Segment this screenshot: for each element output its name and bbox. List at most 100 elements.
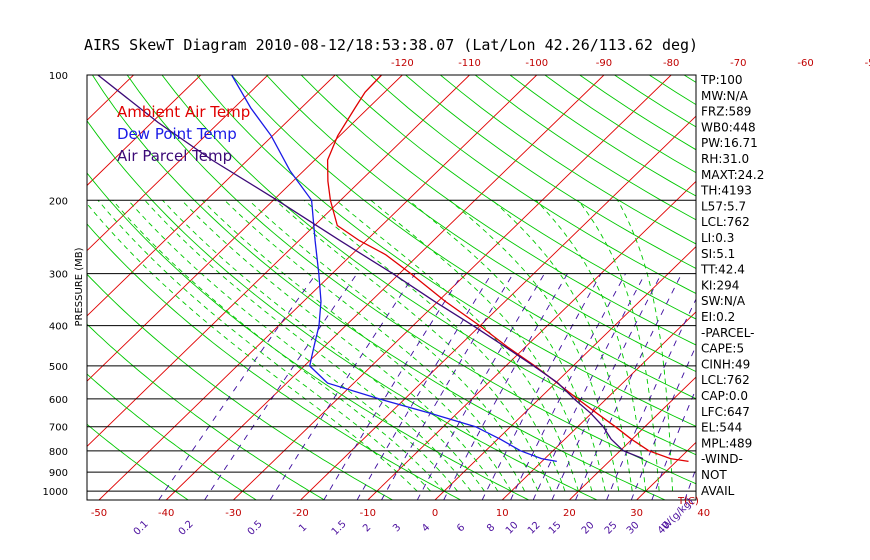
stability-index: L57:5.7 — [701, 199, 746, 213]
dry-adiabat-line — [335, 75, 696, 320]
moist-adiabat-line — [248, 199, 539, 492]
stability-index: LFC:647 — [701, 405, 750, 419]
plot-frame — [86, 74, 697, 501]
moist-adiabat-line — [112, 200, 445, 492]
dry-adiabat-line — [87, 373, 257, 500]
mixing-ratio-label: 2 — [361, 522, 373, 534]
stability-index: -WIND- — [701, 452, 743, 466]
legend: Ambient Air Temp Dew Point Temp Air Parcel… — [117, 103, 250, 165]
isotherm-line — [434, 245, 696, 500]
isotherm-line — [771, 75, 870, 500]
mixing-ratio-line — [443, 273, 568, 500]
mixing-ratio-label: 6 — [455, 522, 467, 534]
stability-index: AVAIL — [701, 484, 735, 498]
dry-adiabat-line — [370, 75, 696, 295]
top-temperature-label: -60 — [797, 58, 813, 69]
stability-index: KI:294 — [701, 278, 739, 292]
stability-index: MAXT:24.2 — [701, 168, 764, 182]
dry-adiabat-line — [87, 223, 462, 500]
dry-adiabat-line — [649, 75, 696, 106]
isotherm-line — [87, 75, 134, 121]
dry-adiabat-line — [300, 75, 696, 346]
moist-adiabat-line — [224, 199, 526, 492]
top-temperature-label: -100 — [525, 58, 548, 69]
mixing-ratio-line — [356, 273, 493, 500]
mixing-ratio-line — [532, 273, 646, 500]
mixing-ratio-label: 10 — [504, 520, 521, 537]
series-line — [97, 75, 644, 460]
legend-entry: Dew Point Temp — [117, 125, 237, 143]
chart-title: AIRS SkewT Diagram 2010-08-12/18:53:38.0… — [84, 36, 699, 54]
mixing-ratio-label: 15 — [547, 520, 564, 537]
series-line — [231, 75, 557, 463]
mixing-ratio-label: 0.5 — [246, 519, 265, 538]
bottom-temperature-label: -30 — [225, 508, 241, 519]
dry-adiabat-line — [87, 273, 393, 500]
mixing-ratio-label: 8 — [485, 522, 497, 534]
x-axis-title: T(C) — [677, 496, 699, 507]
mixing-ratio-line — [551, 273, 662, 500]
series-line — [326, 75, 689, 463]
top-temperature-label: -70 — [730, 58, 746, 69]
mixing-ratio-line — [651, 387, 696, 500]
stability-index: TH:4193 — [700, 184, 752, 198]
mixing-ratio-label: 3 — [391, 522, 403, 534]
dry-adiabat-line — [87, 323, 325, 500]
stability-index: CINH:49 — [701, 357, 750, 371]
mixing-ratio-label: 30 — [625, 520, 642, 537]
pressure-tick-label: 100 — [49, 71, 68, 82]
pressure-tick-label: 700 — [49, 423, 68, 434]
stability-index: EL:544 — [701, 421, 742, 435]
mixing-ratio-line — [158, 273, 317, 500]
moist-adiabat-line — [304, 199, 566, 492]
isotherm-line — [0, 75, 66, 500]
sounding-profiles — [97, 75, 689, 463]
top-temperature-label: -110 — [458, 58, 481, 69]
pressure-tick-label: 600 — [49, 395, 68, 406]
mixing-ratio-line — [606, 298, 696, 500]
top-temperature-label: -120 — [391, 58, 414, 69]
mixing-ratio-line — [323, 273, 463, 500]
isotherm-line — [300, 115, 696, 500]
stability-index: WB0:448 — [701, 120, 756, 134]
top-temperature-label: -90 — [596, 58, 612, 69]
mixing-ratio-label: 0.2 — [177, 519, 196, 538]
y-axis-title: PRESSURE (MB) — [74, 247, 85, 326]
mixing-ratio-label: 25 — [603, 520, 620, 537]
dry-adiabat-line — [266, 75, 696, 373]
bottom-temperature-label: 0 — [432, 508, 438, 519]
stability-index: -PARCEL- — [701, 326, 755, 340]
legend-entry: Ambient Air Temp — [117, 103, 250, 121]
isotherm-line — [87, 75, 202, 187]
dry-adiabat-line — [231, 75, 696, 400]
stability-index: LCL:762 — [701, 373, 750, 387]
bottom-temperature-label: 40 — [697, 508, 710, 519]
stability-index: SI:5.1 — [701, 247, 735, 261]
mixing-ratio-line — [575, 273, 683, 500]
dry-adiabat-line — [754, 75, 870, 500]
mixing-ratio-label: 12 — [526, 520, 543, 537]
pressure-tick-label: 800 — [49, 447, 68, 458]
mixing-ratio-line — [381, 273, 514, 500]
isotherm-lines — [0, 75, 870, 500]
plot-border — [86, 74, 697, 501]
isotherm-line — [569, 376, 696, 500]
mixing-ratio-label: 20 — [580, 520, 597, 537]
mixing-ratio-label: 0.1 — [132, 519, 151, 538]
moist-adiabat-line — [97, 200, 431, 492]
stability-index: LCL:762 — [701, 215, 750, 229]
pressure-tick-label: 200 — [49, 196, 68, 207]
bottom-temperature-label: 20 — [563, 508, 576, 519]
dry-adiabat-line — [126, 75, 696, 485]
top-temperature-label: -80 — [663, 58, 679, 69]
moist-adiabat-line — [335, 199, 579, 492]
bottom-temperature-label: -40 — [158, 508, 174, 519]
pressure-tick-label: 1000 — [43, 487, 68, 498]
mixing-ratio-lines — [158, 273, 696, 500]
stability-index: RH:31.0 — [701, 152, 749, 166]
moist-adiabat-line — [127, 199, 458, 492]
mixing-ratio-label: 1 — [297, 522, 309, 534]
bottom-temperature-label: -50 — [91, 508, 107, 519]
stability-index: LI:0.3 — [701, 231, 734, 245]
bottom-temperature-label: 30 — [630, 508, 643, 519]
